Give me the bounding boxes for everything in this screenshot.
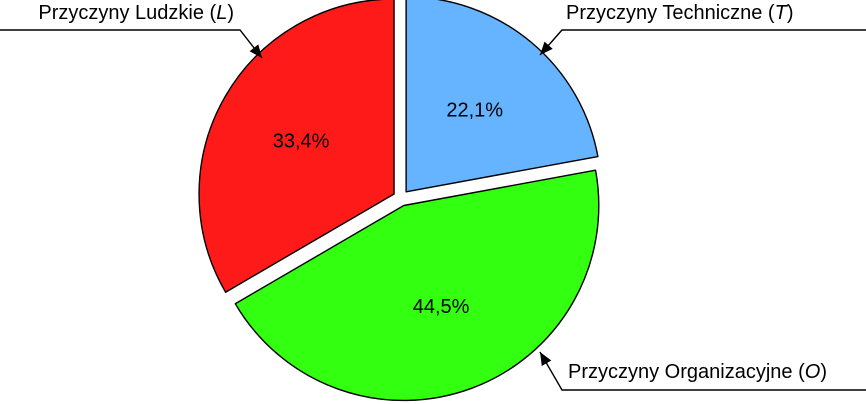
leader-line-przyczyny-ludzkie <box>0 29 263 59</box>
data-label-przyczyny-organizacyjne: 44,5% <box>413 296 470 318</box>
data-label-przyczyny-ludzkie: 33,4% <box>273 131 330 153</box>
leader-line-przyczyny-techniczne <box>539 29 866 56</box>
legend-label-przyczyny-ludzkie: Przyczyny Ludzkie (L) <box>38 2 234 24</box>
legend-label-przyczyny-techniczne: Przyczyny Techniczne (T) <box>566 2 793 24</box>
arrowhead-przyczyny-ludzkie <box>249 44 262 58</box>
legend-label-przyczyny-organizacyjne: Przyczyny Organizacyjne (O) <box>568 361 827 383</box>
data-label-przyczyny-techniczne: 22,1% <box>446 99 503 121</box>
arrowhead-przyczyny-techniczne <box>540 41 553 55</box>
leader-line-przyczyny-organizacyjne <box>539 351 866 391</box>
arrowhead-przyczyny-organizacyjne <box>540 352 552 366</box>
pie-slice-przyczyny-organizacyjne <box>234 169 600 402</box>
pie-slice-przyczyny-ludzkie <box>198 0 395 293</box>
pie-slice-przyczyny-techniczne <box>405 0 599 193</box>
